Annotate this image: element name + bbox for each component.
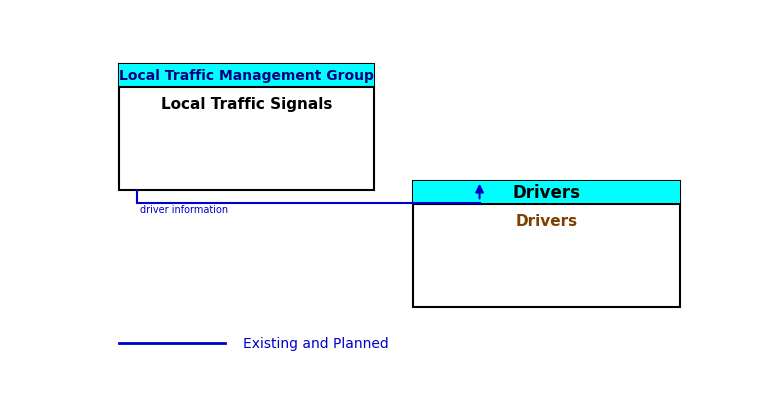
Bar	[119, 65, 374, 88]
Text: driver information: driver information	[140, 205, 228, 215]
Text: Local Traffic Signals: Local Traffic Signals	[160, 97, 332, 112]
Bar	[119, 65, 374, 191]
Text: Existing and Planned: Existing and Planned	[243, 337, 389, 351]
Text: Drivers: Drivers	[515, 213, 577, 229]
Bar	[413, 181, 680, 307]
Text: Local Traffic Management Group: Local Traffic Management Group	[119, 69, 374, 83]
Text: Drivers: Drivers	[512, 184, 580, 202]
Bar	[413, 181, 680, 204]
